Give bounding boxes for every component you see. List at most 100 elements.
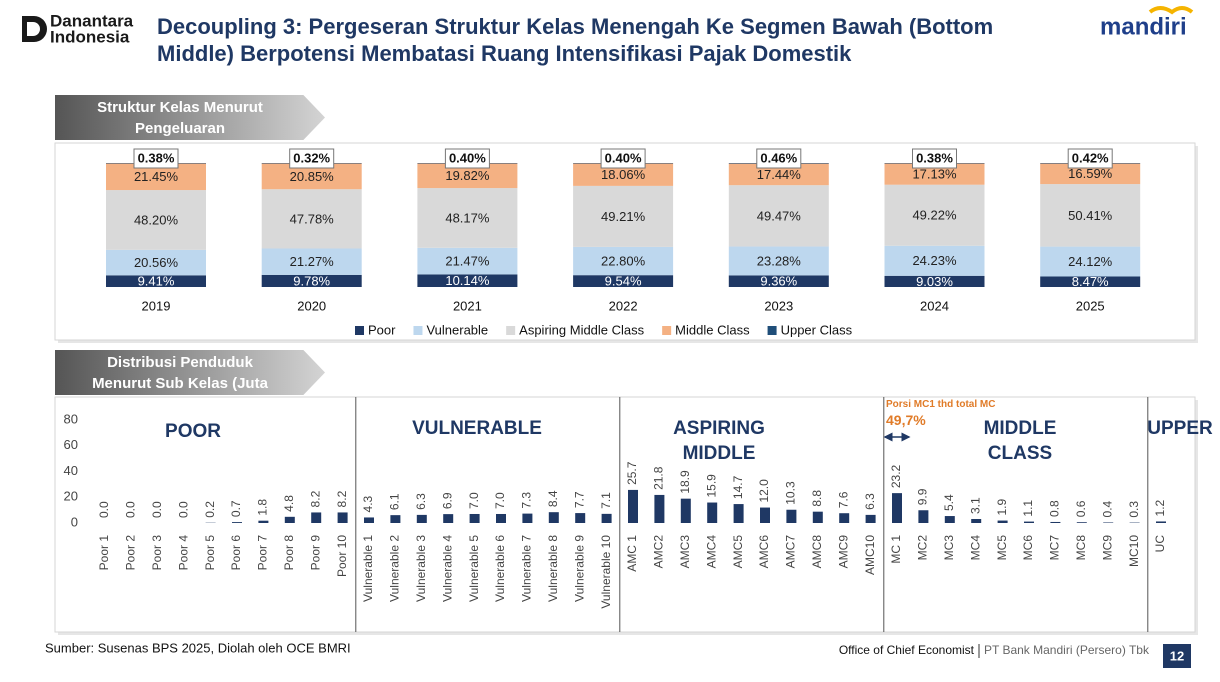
value-label: 19.82% xyxy=(445,168,490,183)
page-number: 12 xyxy=(1170,648,1184,663)
x-tick-label: 2020 xyxy=(297,298,326,313)
panel xyxy=(54,396,1196,633)
bar xyxy=(469,513,480,523)
value-label: 23.28% xyxy=(757,253,802,268)
y-tick-label: 80 xyxy=(64,411,78,426)
group-label: POOR xyxy=(165,421,221,442)
legend-label: Aspiring Middle Class xyxy=(519,322,644,337)
value-label: 47.78% xyxy=(290,211,335,226)
value-label: 49.47% xyxy=(757,208,802,223)
bar xyxy=(971,519,982,523)
x-tick-label: AMC 1 xyxy=(625,535,639,572)
value-label: 48.17% xyxy=(445,210,490,225)
bar xyxy=(812,511,823,523)
bar xyxy=(786,509,797,523)
value-label: 9.54% xyxy=(605,274,642,289)
x-tick-label: Vulnerable 2 xyxy=(388,535,402,602)
x-tick-label: AMC4 xyxy=(704,535,718,569)
bar-segment xyxy=(1040,246,1141,277)
value-label: 0.4 xyxy=(1100,500,1114,517)
x-tick-label: Poor 7 xyxy=(256,535,270,571)
value-label: 0.32% xyxy=(293,150,330,165)
value-label: 10.3 xyxy=(784,481,798,505)
value-label: 0.40% xyxy=(449,150,486,165)
x-tick-label: 2024 xyxy=(920,298,949,313)
y-tick-label: 40 xyxy=(64,463,78,478)
value-label: 1.1 xyxy=(1021,500,1035,517)
value-label: 6.1 xyxy=(388,493,402,510)
y-tick-label: 20 xyxy=(64,489,78,504)
bar xyxy=(443,514,454,523)
value-label: 16.59% xyxy=(1068,166,1113,181)
value-label: 0.0 xyxy=(150,501,164,518)
bar xyxy=(601,513,612,523)
value-label: 12.0 xyxy=(757,479,771,503)
value-label: 21.45% xyxy=(134,169,179,184)
value-label: 8.47% xyxy=(1072,274,1109,289)
bar-segment xyxy=(573,275,674,287)
group-label: MIDDLE CLASS xyxy=(983,418,1057,464)
y-tick-label: 0 xyxy=(71,514,78,529)
bar xyxy=(760,507,770,523)
bar xyxy=(232,522,242,523)
bar xyxy=(258,520,269,523)
value-label: 0.0 xyxy=(97,501,111,518)
x-tick-label: MC3 xyxy=(942,535,956,561)
group-label: UPPER xyxy=(1147,418,1213,439)
bar-segment xyxy=(884,275,985,287)
value-label: 0.2 xyxy=(203,501,217,518)
brand-mark xyxy=(1148,6,1194,15)
value-label: 15.9 xyxy=(704,474,718,498)
x-tick-label: Vulnerable 1 xyxy=(361,535,375,602)
value-label: 18.06% xyxy=(601,167,646,182)
x-tick-label: AMC5 xyxy=(731,535,745,569)
value-label: 25.7 xyxy=(625,461,639,485)
value-label: 20.56% xyxy=(134,255,179,270)
x-tick-label: Poor 5 xyxy=(203,535,217,571)
banner: Struktur Kelas Menurut Pengeluaran xyxy=(55,95,325,140)
value-label: 49.22% xyxy=(912,208,957,223)
value-label: 0.38% xyxy=(916,150,953,165)
legend-swatch xyxy=(413,326,423,335)
x-tick-label: Poor 6 xyxy=(229,535,243,571)
x-tick-label: 2023 xyxy=(764,298,793,313)
value-label: 3.1 xyxy=(968,497,982,514)
value-label: 14.7 xyxy=(731,475,745,499)
label-box xyxy=(912,148,957,169)
x-tick-label: Vulnerable 7 xyxy=(520,535,534,602)
value-label: 4.3 xyxy=(361,495,375,512)
value-label: 0.3 xyxy=(1127,501,1141,518)
value-label: 6.3 xyxy=(414,493,428,510)
source: Sumber: Susenas BPS 2025, Diolah oleh OC… xyxy=(45,640,351,655)
x-tick-label: 2025 xyxy=(1076,298,1105,313)
bar xyxy=(522,513,533,523)
value-label: 9.03% xyxy=(916,274,953,289)
bar-segment xyxy=(573,246,674,276)
bar-segment xyxy=(728,163,829,186)
x-tick-label: AMC3 xyxy=(678,535,692,569)
label-box xyxy=(444,148,490,169)
bar-segment xyxy=(417,274,518,287)
value-label: 0.6 xyxy=(1074,500,1088,517)
bar-segment xyxy=(1040,276,1141,287)
x-tick-label: Poor 9 xyxy=(308,535,322,571)
x-tick-label: UC xyxy=(1153,535,1167,553)
x-tick-label: Poor 2 xyxy=(124,535,138,571)
bar-segment xyxy=(261,189,362,249)
value-label: 8.8 xyxy=(810,490,824,507)
legend-label: Upper Class xyxy=(781,322,853,337)
value-label: 8.4 xyxy=(546,490,560,507)
x-tick-label: Poor 10 xyxy=(335,535,349,577)
value-label: 50.41% xyxy=(1068,208,1113,223)
y-tick-label: 60 xyxy=(64,437,78,452)
value-label: 6.3 xyxy=(863,493,877,510)
x-tick-label: Vulnerable 4 xyxy=(440,535,454,602)
bar-segment xyxy=(106,249,206,276)
x-tick-label: Poor 1 xyxy=(97,535,111,571)
value-label: 7.7 xyxy=(572,491,586,508)
bar xyxy=(1103,522,1114,523)
brand-mark xyxy=(27,22,40,36)
chart-title: Distribusi Penduduk Menurut Sub Kelas (J… xyxy=(92,354,268,392)
value-label: 17.13% xyxy=(912,167,957,182)
